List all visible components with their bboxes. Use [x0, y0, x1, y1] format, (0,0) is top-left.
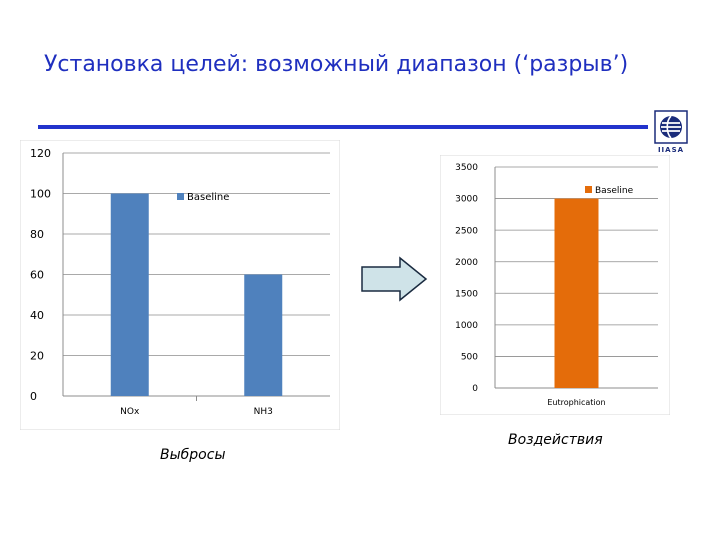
right-arrow-icon: [361, 256, 428, 302]
emissions-caption: Выбросы: [160, 447, 226, 463]
title-divider: [38, 125, 648, 129]
impacts-chart: 0 500 1000 1500 2000 2500 3000 3500 Eutrophicati…: [440, 155, 670, 415]
y-tick-label: 2000: [455, 258, 478, 268]
impacts-caption: Воздействия: [508, 432, 603, 448]
y-tick-label: 120: [30, 147, 51, 160]
y-tick-label: 80: [30, 228, 44, 241]
emissions-chart: 0 20 40 60 80 100 120 NOx NH3 Baseline: [20, 140, 340, 430]
legend-swatch: [585, 186, 592, 193]
chart-frame: [20, 140, 340, 430]
legend-swatch: [177, 193, 184, 200]
slide-title: Установка целей: возможный диапазон (‘ра…: [44, 52, 629, 77]
y-tick-label: 1000: [455, 321, 478, 331]
y-tick-label: 0: [472, 384, 478, 394]
y-tick-label: 500: [461, 353, 478, 363]
y-tick-label: 20: [30, 349, 44, 362]
legend-label: Baseline: [595, 186, 634, 196]
bar: [244, 274, 283, 396]
y-tick-label: 3000: [455, 195, 478, 205]
y-tick-label: 60: [30, 268, 44, 281]
y-tick-label: 100: [30, 187, 51, 200]
y-tick-label: 3500: [455, 163, 478, 173]
x-tick-label: NOx: [120, 407, 140, 417]
iiasa-logo-icon: IIASA: [654, 110, 688, 154]
y-tick-label: 0: [30, 390, 37, 403]
y-tick-label: 40: [30, 309, 44, 322]
y-tick-label: 1500: [455, 289, 478, 299]
bar: [110, 193, 149, 396]
bar: [554, 198, 599, 388]
logo-text: IIASA: [658, 146, 684, 154]
x-tick-label: Eutrophication: [547, 398, 605, 407]
x-tick-label: NH3: [254, 407, 273, 417]
legend-label: Baseline: [187, 192, 229, 203]
y-tick-label: 2500: [455, 226, 478, 236]
